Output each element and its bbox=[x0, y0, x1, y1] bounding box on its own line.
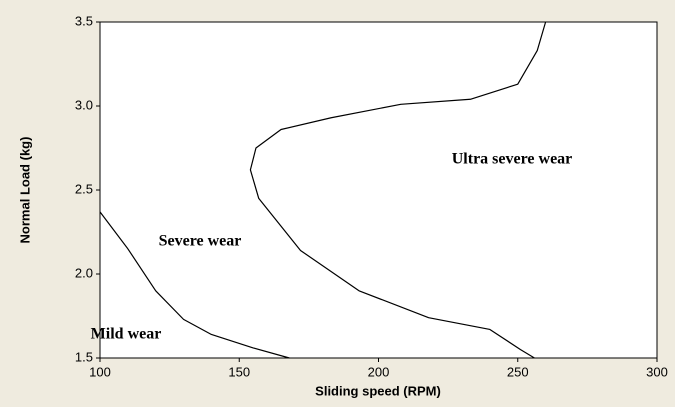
region-label: Mild wear bbox=[91, 326, 162, 343]
y-axis-label: Normal Load (kg) bbox=[17, 137, 32, 244]
x-axis-label: Sliding speed (RPM) bbox=[315, 383, 441, 398]
y-tick-label: 2.5 bbox=[75, 181, 93, 196]
x-tick-label: 150 bbox=[228, 364, 250, 379]
x-tick-label: 300 bbox=[646, 364, 668, 379]
y-tick-label: 3.5 bbox=[75, 13, 93, 28]
x-tick-label: 250 bbox=[507, 364, 529, 379]
region-label: Severe wear bbox=[159, 233, 242, 250]
y-tick-label: 1.5 bbox=[75, 349, 93, 364]
y-tick-label: 3.0 bbox=[75, 97, 93, 112]
x-tick-label: 200 bbox=[368, 364, 390, 379]
boundary-line bbox=[249, 21, 547, 359]
boundary-line bbox=[99, 211, 290, 359]
x-tick-label: 100 bbox=[89, 364, 111, 379]
plot-area bbox=[99, 21, 658, 359]
region-label: Ultra severe wear bbox=[452, 151, 573, 168]
y-tick-label: 2.0 bbox=[75, 265, 93, 280]
